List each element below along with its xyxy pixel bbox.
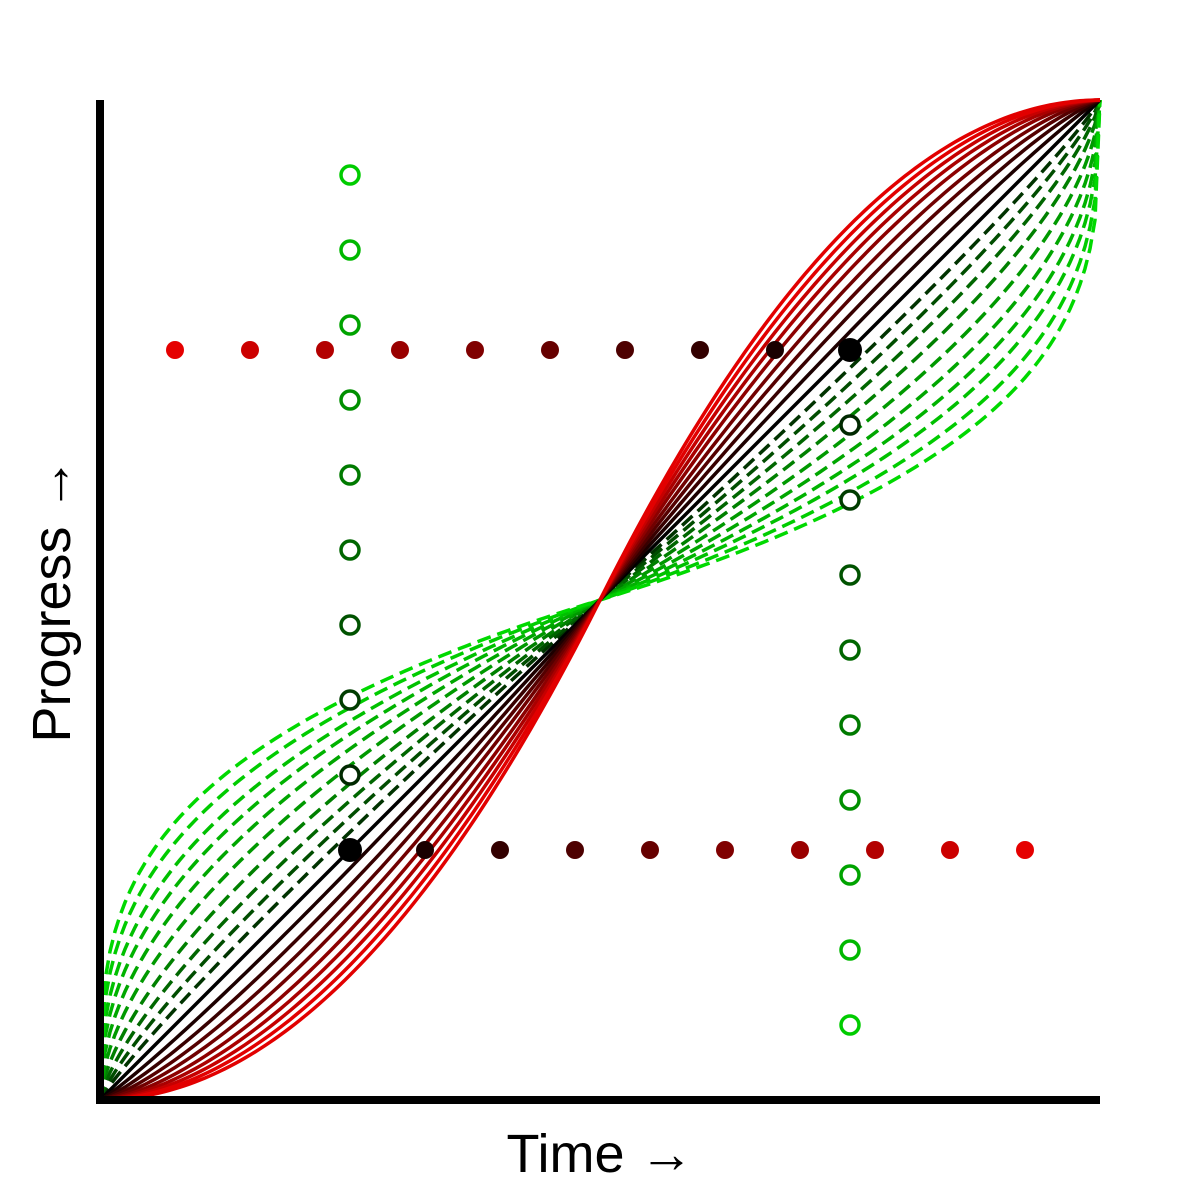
red-filled-marker [866,841,884,859]
red-filled-marker [566,841,584,859]
red-filled-marker [791,841,809,859]
red-filled-marker [338,838,362,862]
green-open-marker [839,564,861,586]
green-open-marker [339,539,361,561]
red-filled-marker [491,841,509,859]
red-filled-marker [391,341,409,359]
dashed-curve [98,99,1102,1101]
red-filled-marker [466,341,484,359]
dashed-curve [98,99,1102,1101]
red-filled-marker [838,338,862,362]
green-open-marker [839,489,861,511]
red-filled-marker [941,841,959,859]
green-open-marker [339,614,361,636]
green-open-marker [839,414,861,436]
red-filled-marker [166,341,184,359]
x-axis-label: Time → [507,1124,694,1184]
green-open-marker [339,689,361,711]
green-open-marker [339,239,361,261]
green-open-marker [339,464,361,486]
green-open-marker [839,864,861,886]
green-open-marker [839,639,861,661]
green-open-marker [839,939,861,961]
red-filled-marker [616,341,634,359]
green-open-marker [839,714,861,736]
green-open-marker [839,1014,861,1036]
red-filled-marker [416,841,434,859]
solid-curve [99,98,1101,1102]
green-open-marker [339,389,361,411]
green-open-marker [339,314,361,336]
curve-group [98,98,1102,1102]
dashed-curve [98,99,1102,1101]
green-open-marker [339,164,361,186]
green-open-marker [839,789,861,811]
y-axis-label: Progress → [22,457,82,742]
red-filled-marker [641,841,659,859]
red-filled-marker [716,841,734,859]
red-filled-marker [766,341,784,359]
red-filled-marker [691,341,709,359]
green-open-marker [339,764,361,786]
red-filled-marker [541,341,559,359]
red-filled-marker [316,341,334,359]
red-filled-marker [1016,841,1034,859]
marker-group [166,164,1034,1036]
red-filled-marker [241,341,259,359]
